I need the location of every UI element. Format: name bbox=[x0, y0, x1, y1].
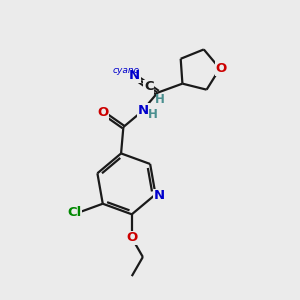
Text: N: N bbox=[129, 70, 140, 83]
Text: H: H bbox=[148, 108, 158, 121]
Text: Cl: Cl bbox=[67, 206, 82, 219]
Text: N: N bbox=[138, 104, 149, 117]
Text: O: O bbox=[126, 231, 137, 244]
Text: H: H bbox=[155, 93, 165, 106]
Text: C: C bbox=[144, 80, 154, 94]
Text: N: N bbox=[154, 189, 165, 203]
Text: O: O bbox=[216, 62, 227, 75]
Text: cyano: cyano bbox=[112, 67, 140, 76]
Text: O: O bbox=[97, 106, 109, 119]
